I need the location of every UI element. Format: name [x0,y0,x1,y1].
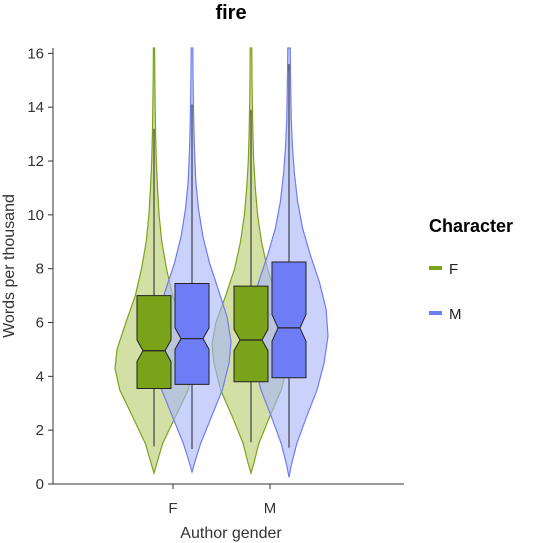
plot-area [114,47,329,478]
y-tick-label: 4 [36,368,44,385]
y-tick-label: 8 [36,261,44,278]
box-m-in-m [271,261,307,379]
legend-label-f: F [449,261,458,278]
legend-title: Character [429,216,513,236]
chart-title: fire [215,2,246,24]
y-tick-label: 2 [36,422,44,439]
y-tick-label: 10 [27,207,44,224]
box-m-in-f [174,282,210,385]
box-f-in-m [233,285,269,383]
legend-label-m: M [449,306,462,323]
y-tick-label: 12 [27,153,44,170]
box-f-in-f [136,295,172,389]
x-tick-label: F [168,500,177,517]
y-tick-label: 6 [36,315,44,332]
y-axis-title: Words per thousand [1,194,18,338]
y-tick-label: 14 [27,99,44,116]
legend: Character F M [429,216,513,323]
y-axis-ticks: 0 2 4 6 8 10 12 14 16 [27,45,53,493]
y-tick-label: 0 [36,476,44,493]
x-axis-title: Author gender [180,525,282,542]
y-tick-label: 16 [27,45,44,62]
x-tick-label: M [264,500,277,517]
